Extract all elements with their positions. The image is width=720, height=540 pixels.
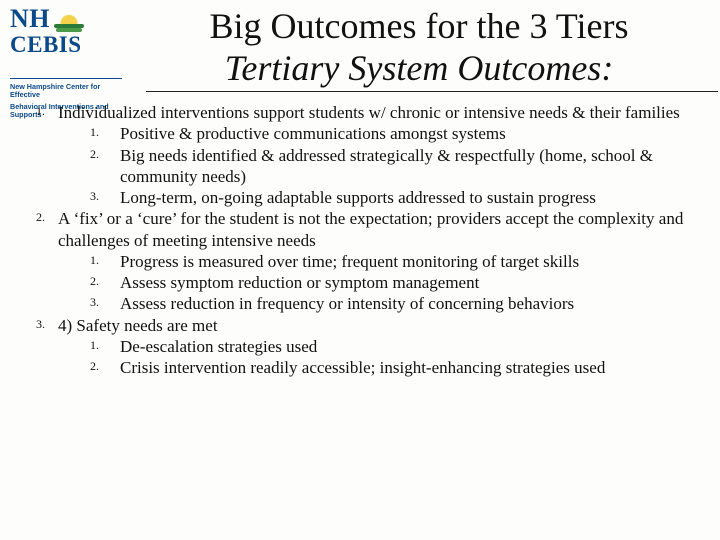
title-line-1: Big Outcomes for the 3 Tiers [146, 6, 692, 46]
content-area: 1. Individualized interventions support … [28, 102, 692, 378]
outline-subtext: Assess symptom reduction or symptom mana… [120, 273, 479, 292]
outline-submarker: 1. [90, 125, 99, 140]
logo: NH CEBIS New Hampshire Center for Effect… [10, 6, 128, 112]
outline-marker: 3. [36, 317, 45, 332]
logo-text-nh: NH [10, 6, 50, 32]
logo-graphic: NH CEBIS [10, 6, 128, 76]
outline-subtext: Positive & productive communications amo… [120, 124, 506, 143]
outline-subtext: Assess reduction in frequency or intensi… [120, 294, 574, 313]
outline-text: 4) Safety needs are met [58, 316, 218, 335]
sun-icon [52, 8, 86, 30]
outline-sublist: 1. De-escalation strategies used 2. Cris… [58, 336, 692, 379]
outline-submarker: 2. [90, 274, 99, 289]
outline-list: 1. Individualized interventions support … [32, 102, 692, 378]
logo-text-cebis: CEBIS [10, 32, 128, 58]
outline-subitem: 1. Progress is measured over time; frequ… [120, 251, 692, 272]
outline-submarker: 1. [90, 253, 99, 268]
outline-submarker: 1. [90, 338, 99, 353]
outline-subitem: 2. Assess symptom reduction or symptom m… [120, 272, 692, 293]
outline-submarker: 2. [90, 359, 99, 374]
title-underline [146, 91, 718, 93]
outline-subitem: 2. Big needs identified & addressed stra… [120, 145, 692, 188]
outline-subitem: 2. Crisis intervention readily accessibl… [120, 357, 692, 378]
outline-subitem: 1. De-escalation strategies used [120, 336, 692, 357]
outline-submarker: 2. [90, 147, 99, 162]
logo-tagline-1: New Hampshire Center for Effective [10, 83, 128, 99]
outline-marker: 2. [36, 210, 45, 225]
outline-marker: 1. [36, 104, 45, 119]
outline-sublist: 1. Progress is measured over time; frequ… [58, 251, 692, 315]
logo-divider [10, 78, 122, 79]
outline-subtext: Long-term, on-going adaptable supports a… [120, 188, 596, 207]
outline-text: A ‘fix’ or a ‘cure’ for the student is n… [58, 209, 683, 249]
slide-container: NH CEBIS New Hampshire Center for Effect… [0, 0, 720, 540]
title-line-2: Tertiary System Outcomes: [146, 48, 692, 88]
outline-submarker: 3. [90, 295, 99, 310]
outline-text: Individualized interventions support stu… [58, 103, 680, 122]
outline-item: 1. Individualized interventions support … [58, 102, 692, 208]
outline-subtext: De-escalation strategies used [120, 337, 317, 356]
outline-sublist: 1. Positive & productive communications … [58, 123, 692, 208]
outline-subtext: Big needs identified & addressed strateg… [120, 146, 653, 186]
outline-subitem: 3. Long-term, on-going adaptable support… [120, 187, 692, 208]
outline-subtext: Crisis intervention readily accessible; … [120, 358, 605, 377]
outline-subitem: 3. Assess reduction in frequency or inte… [120, 293, 692, 314]
outline-submarker: 3. [90, 189, 99, 204]
outline-item: 2. A ‘fix’ or a ‘cure’ for the student i… [58, 208, 692, 314]
outline-item: 3. 4) Safety needs are met 1. De-escalat… [58, 315, 692, 379]
outline-subitem: 1. Positive & productive communications … [120, 123, 692, 144]
outline-subtext: Progress is measured over time; frequent… [120, 252, 579, 271]
title-block: Big Outcomes for the 3 Tiers Tertiary Sy… [146, 6, 692, 92]
